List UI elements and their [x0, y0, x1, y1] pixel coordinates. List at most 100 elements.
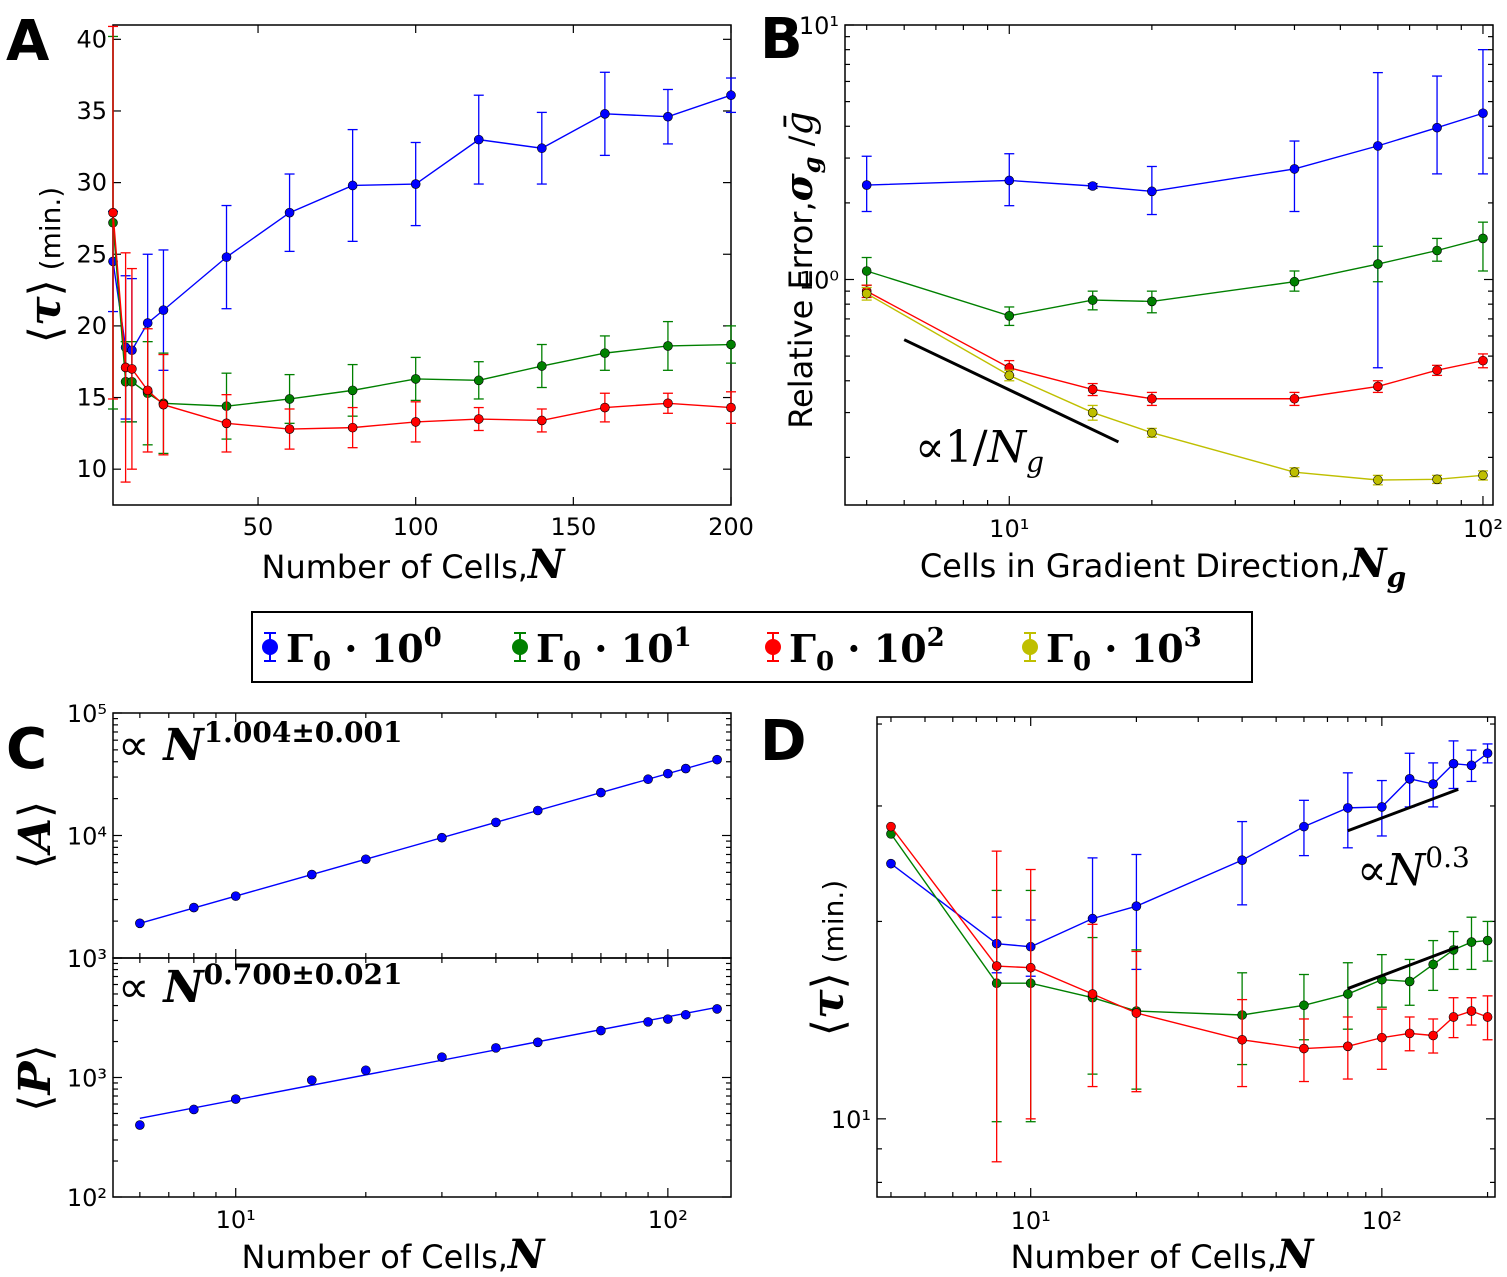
panel-d-ylabel: ⟨τ⟩ (min.) — [803, 880, 854, 1036]
panel-c-point — [532, 1037, 543, 1048]
panel-a-series-green-point — [347, 385, 358, 396]
panel-c-point — [532, 805, 543, 816]
legend-entry-blue: Γ0 · 100 — [262, 623, 442, 677]
y-tick-label: 10¹ — [831, 1106, 871, 1134]
panel-a-series-red-point — [600, 402, 610, 413]
panel-a-series-green-point — [663, 341, 673, 351]
panel-label-b: B — [760, 7, 803, 72]
x-tick-label: 50 — [243, 513, 274, 541]
panel-a-series-red-point — [127, 364, 137, 374]
panel-b-series-blue-line — [866, 112, 1484, 193]
panel-c-frame-2 — [112, 957, 732, 1198]
panel-c-point — [361, 854, 371, 865]
y-tick-label: 15 — [76, 384, 107, 412]
panel-a-ylabel: ⟨τ⟩ (min.) — [20, 187, 71, 343]
panel-c-point — [189, 902, 199, 913]
panel-d-series-blue-point — [1237, 855, 1247, 865]
panel-d-series-red-point — [1466, 1006, 1477, 1016]
panel-a-series-green-point — [600, 348, 610, 358]
legend-label-green: Γ0 · 101 — [536, 623, 692, 677]
panel-d-series-blue-point — [1428, 779, 1438, 789]
panel-label-a: A — [6, 9, 50, 74]
panel-c-point — [596, 787, 606, 798]
panel-b-series-blue-point — [1478, 108, 1488, 119]
panel-a-series-blue-point — [142, 318, 153, 328]
panel-a-series-blue-point — [473, 134, 484, 145]
panel-c-point — [437, 832, 447, 843]
panel-c-point — [663, 768, 673, 779]
panel-b-series-blue-point — [861, 180, 872, 190]
panel-c-point — [663, 1014, 673, 1024]
y-tick-label: 10¹ — [799, 12, 839, 40]
panel-c-point — [491, 817, 501, 828]
x-tick-label: 10² — [1362, 1207, 1402, 1235]
y-tick-label: 10³ — [67, 1065, 107, 1093]
panel-a-series-blue-point — [158, 305, 169, 315]
panel-a-series-red-point — [108, 207, 118, 218]
panel-b-series-green-point — [861, 266, 872, 276]
panel-d-series-blue-point — [1377, 802, 1387, 812]
panel-b-series-yellow-point — [1289, 467, 1300, 477]
panel-a-series-green-point — [284, 394, 295, 404]
panel-d-series-blue-point — [1299, 821, 1309, 832]
panel-b-series-blue-point — [1087, 181, 1098, 191]
panel-a-series-green-line — [112, 222, 732, 407]
panel-d-series-red-point — [1131, 1008, 1142, 1018]
panel-b-ylabel: Relative Error,σg /ḡ — [776, 111, 826, 428]
panel-c-ylabel-area: ⟨A⟩ — [10, 801, 61, 869]
panel-d-series-green-point — [1343, 989, 1353, 999]
panel-c-point — [596, 1025, 606, 1036]
panel-b-series-red-line — [866, 290, 1484, 400]
panel-a-series-blue-point — [726, 90, 736, 101]
panel-d-series-red-point — [1299, 1043, 1309, 1054]
panel-b-series-yellow-point — [861, 288, 872, 299]
panel-d-series-blue-point — [1343, 803, 1353, 813]
panel-c-point — [135, 918, 145, 929]
y-tick-label: 10² — [67, 1184, 107, 1212]
panel-a-series-red-point — [473, 414, 484, 424]
panel-a-series-red-line — [112, 212, 732, 430]
panel-b-series-blue-point — [1289, 164, 1300, 174]
panel-b-series-red-point — [1147, 393, 1157, 404]
panel-c-xlabel: Number of Cells,N — [242, 1231, 546, 1277]
x-tick-label: 200 — [708, 513, 754, 541]
panel-a-series-blue-point — [284, 207, 295, 218]
y-tick-label: 25 — [76, 240, 107, 268]
panel-d-annotation: ∝N0.3 — [1357, 841, 1470, 896]
legend-label-yellow: Γ0 · 103 — [1046, 623, 1202, 677]
legend-entry-yellow: Γ0 · 103 — [1022, 623, 1202, 677]
legend: Γ0 · 100 Γ0 · 101 Γ0 · 102 Γ0 · 103 — [251, 611, 1253, 683]
panel-a-series-red-point — [410, 417, 421, 427]
panel-b-series-green-point — [1478, 233, 1488, 244]
panel-b-series-green-point — [1087, 295, 1098, 305]
panel-a-series-red-point — [537, 415, 547, 426]
panel-b-series-blue-point — [1373, 141, 1383, 151]
panel-b-series-red-point — [1478, 355, 1488, 366]
panel-d-series-red-point — [1448, 1012, 1459, 1022]
panel-label-d: D — [760, 709, 806, 774]
panel-a-series-green-point — [473, 375, 484, 386]
panel-c-point — [361, 1065, 371, 1076]
panel-b-series-red-point — [1432, 365, 1442, 376]
panel-a-series-red-point — [347, 422, 358, 433]
y-tick-label: 20 — [76, 312, 107, 340]
panel-c-point — [643, 1017, 653, 1027]
panel-c-point — [680, 1009, 691, 1020]
panel-c-point — [307, 869, 317, 880]
panel-b-xlabel: Cells in Gradient Direction,Ng — [920, 540, 1406, 594]
panel-b-series-green-point — [1432, 245, 1442, 256]
panel-a-xlabel: Number of Cells,N — [262, 541, 566, 588]
panel-a-series-green-point — [537, 361, 547, 371]
panel-b-series-green-point — [1147, 296, 1157, 307]
panel-b-series-red-point — [1289, 393, 1300, 404]
panel-d-series-green-point — [1428, 959, 1438, 970]
panel-a-chart: 50 100 150 200 10 15 20 25 30 35 40 Number of Cells… — [20, 24, 754, 588]
panel-b-series-red-point — [1373, 381, 1383, 392]
y-tick-label: 10⁵ — [67, 700, 107, 728]
panel-c-fit-line — [139, 1006, 718, 1120]
panel-d-xlabel: Number of Cells,N — [1011, 1231, 1315, 1277]
panel-d-series-red-point — [1482, 1012, 1493, 1022]
panel-b-reference-line — [903, 338, 1120, 444]
panel-b-series-yellow-point — [1373, 475, 1383, 485]
panel-d-series-red-point — [1404, 1028, 1415, 1039]
